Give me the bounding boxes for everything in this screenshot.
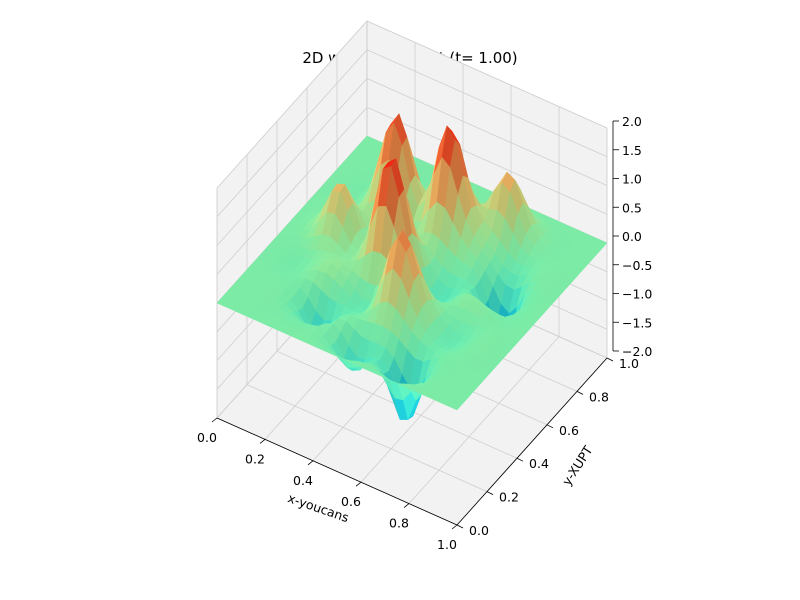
z-gridline <box>216 20 608 189</box>
z-gridline <box>216 78 608 246</box>
z-gridline <box>216 106 608 275</box>
y-tick-label: 0.4 <box>529 456 549 471</box>
x-tick <box>307 460 314 466</box>
axis-ticks: 0.00.20.40.60.81.00.00.20.40.60.81.0−2.0… <box>197 114 652 552</box>
x-axis-line <box>216 417 458 526</box>
y-axis-label: y-XUPT <box>559 443 596 488</box>
x-tick <box>451 524 458 530</box>
y-tick-label: 1.0 <box>619 356 639 371</box>
z-gridline <box>216 49 608 218</box>
z-tick-label: −1.5 <box>622 315 652 330</box>
y-tick-label: 0.6 <box>559 423 579 438</box>
x-tick-label: 0.6 <box>341 494 361 509</box>
x-tick-label: 1.0 <box>437 537 457 552</box>
z-tick-label: 0.0 <box>622 229 642 244</box>
y-tick <box>576 391 584 395</box>
y-axis-line <box>456 357 608 526</box>
x-tick-label: 0.0 <box>197 430 217 445</box>
y-tick-label: 0.2 <box>499 490 519 505</box>
x-tick <box>355 481 362 487</box>
z-tick-label: 2.0 <box>622 114 642 129</box>
x-tick-label: 0.4 <box>293 473 313 488</box>
x-tick-label: 0.2 <box>245 451 265 466</box>
z-tick-label: −0.5 <box>622 258 652 273</box>
surface-patch <box>448 400 463 411</box>
y-tick <box>456 524 464 529</box>
y-tick <box>516 457 524 462</box>
z-tick-label: 0.5 <box>622 200 642 215</box>
z-tick-label: −1.0 <box>622 287 652 302</box>
x-tick <box>259 439 266 444</box>
y-tick-label: 0.0 <box>469 523 489 538</box>
z-tick-label: −2.0 <box>622 344 652 359</box>
y-tick <box>606 357 614 362</box>
z-tick-label: 1.5 <box>622 143 642 158</box>
x-tick <box>403 503 410 508</box>
y-tick-label: 0.8 <box>589 389 609 404</box>
x-tick-label: 0.8 <box>389 516 409 531</box>
z-tick-label: 1.0 <box>622 172 642 187</box>
wave-surface <box>216 113 608 421</box>
y-tick <box>486 491 494 495</box>
y-tick <box>546 424 554 429</box>
x-tick <box>211 417 218 423</box>
